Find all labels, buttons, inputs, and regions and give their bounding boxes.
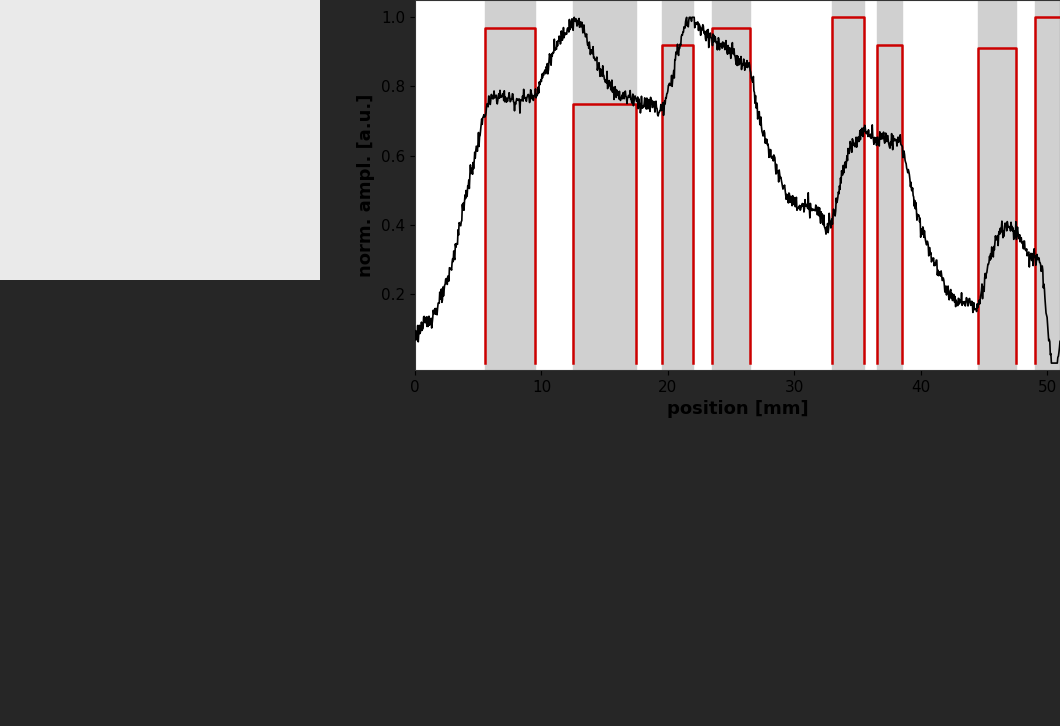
Bar [712,0,750,370]
Bar [661,0,693,370]
Bar [484,0,535,370]
Bar [1035,0,1060,370]
Bar [573,0,636,370]
X-axis label: position [mm]: position [mm] [667,400,809,418]
Bar [832,0,864,370]
Y-axis label: norm. ampl. [a.u.]: norm. ampl. [a.u.] [357,94,375,277]
Bar [877,0,902,370]
Bar [977,0,1015,370]
